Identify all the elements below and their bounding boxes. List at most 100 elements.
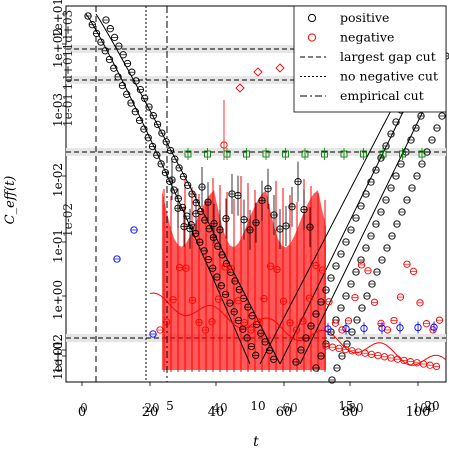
positive-point	[168, 176, 176, 184]
blue-point	[130, 226, 138, 234]
positive-point	[403, 196, 411, 204]
negative-point	[364, 267, 372, 275]
positive-point	[110, 33, 119, 42]
positive-point	[179, 172, 188, 181]
y-tick-label-left: 1e+02	[51, 334, 65, 374]
x-tick-label-secondary: 40	[212, 401, 227, 415]
positive-point	[423, 148, 431, 156]
positive-point	[158, 129, 166, 137]
positive-point	[343, 340, 351, 348]
negative-point	[312, 261, 320, 270]
positive-point	[153, 151, 161, 159]
positive-point	[270, 211, 278, 219]
negative-point	[234, 297, 242, 305]
fit-curve-negative	[149, 292, 447, 366]
positive-point	[294, 178, 302, 186]
negative-point	[208, 318, 216, 326]
positive-point	[246, 226, 254, 234]
positive-point	[144, 134, 152, 142]
positive-point	[373, 268, 381, 276]
positive-point	[247, 342, 256, 351]
positive-point	[188, 190, 196, 198]
positive-point	[226, 299, 234, 307]
negative-point	[422, 320, 431, 328]
positive-point	[123, 59, 132, 68]
green-point	[399, 150, 406, 158]
y-tick-label-left: 1e+01	[51, 340, 65, 380]
negative-point	[286, 319, 294, 327]
positive-point	[327, 274, 335, 282]
x-tick-label-secondary: 80	[348, 401, 363, 415]
green-point	[204, 150, 211, 158]
positive-point	[387, 130, 395, 138]
positive-point	[398, 208, 406, 216]
positive-point	[230, 308, 238, 316]
positive-point	[372, 166, 380, 174]
x-tick-label-secondary: 0	[80, 401, 88, 415]
positive-point	[221, 290, 230, 299]
positive-point	[222, 214, 230, 223]
positive-point	[118, 81, 127, 90]
positive-point	[322, 340, 330, 348]
positive-point	[97, 38, 105, 46]
positive-point	[438, 112, 446, 120]
positive-point	[101, 47, 109, 55]
negative-point	[156, 326, 164, 334]
green-point	[243, 150, 250, 158]
positive-point	[149, 112, 157, 120]
positive-point	[136, 85, 145, 94]
positive-point	[209, 233, 218, 242]
cut-lines	[95, 6, 168, 382]
positive-point	[175, 164, 183, 172]
negative-point	[396, 293, 405, 301]
positive-point	[357, 202, 365, 210]
negative-point	[188, 296, 197, 304]
x-axis-label: t	[253, 434, 259, 450]
positive-point	[392, 172, 400, 180]
green-point	[223, 150, 231, 158]
y-tick-label-right: 1e-02	[61, 203, 75, 237]
positive-point	[300, 205, 308, 214]
positive-point	[276, 225, 284, 233]
positive-point	[412, 124, 420, 132]
positive-point	[231, 277, 239, 285]
data-points	[84, 10, 449, 384]
positive-point	[367, 232, 375, 240]
negative-point	[403, 260, 411, 268]
positive-point	[377, 154, 385, 162]
negative-point	[201, 326, 210, 334]
negative-point	[390, 316, 398, 325]
positive-point	[292, 358, 300, 366]
positive-point	[317, 298, 325, 306]
positive-point	[362, 190, 370, 198]
positive-point	[378, 256, 386, 264]
positive-point	[348, 328, 356, 336]
negative-point	[266, 262, 275, 270]
positive-point	[282, 222, 290, 230]
negative-point	[344, 317, 353, 325]
positive-point	[322, 286, 330, 294]
positive-point	[264, 185, 272, 193]
positive-point	[239, 325, 247, 333]
blue-point	[360, 324, 368, 333]
negative-point	[227, 265, 236, 273]
positive-point	[106, 25, 114, 33]
blue-point	[414, 323, 422, 332]
negative-point	[169, 296, 177, 304]
negative-point	[240, 318, 249, 327]
positive-point	[387, 184, 395, 192]
y-tick-label-left: 1e+02	[51, 28, 65, 68]
positive-point	[209, 264, 217, 272]
positive-point	[148, 142, 157, 151]
green-point	[379, 150, 387, 158]
negative-point	[357, 261, 366, 269]
positive-point	[102, 16, 110, 24]
positive-point	[418, 160, 426, 168]
positive-point	[131, 108, 139, 116]
positive-point	[407, 136, 415, 144]
positive-point	[392, 118, 400, 126]
positive-point	[196, 238, 204, 246]
positive-point	[186, 225, 194, 233]
